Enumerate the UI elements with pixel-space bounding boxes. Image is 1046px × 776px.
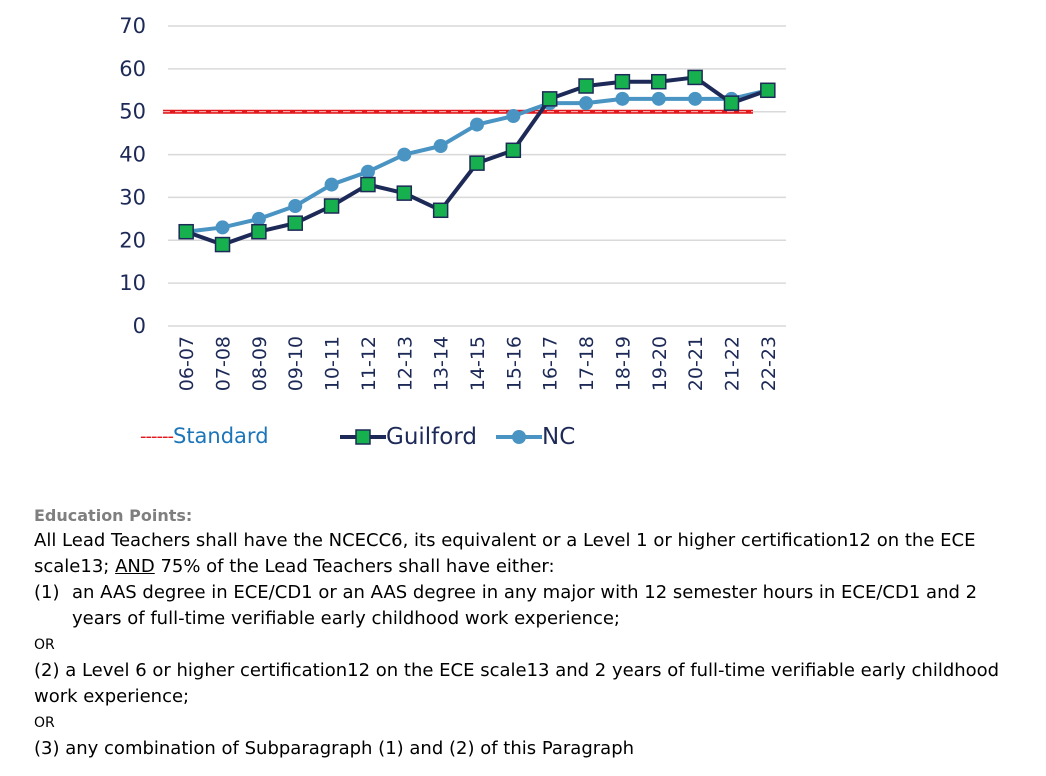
y-tick-label: 10 bbox=[119, 271, 146, 295]
legend-nc-label: NC bbox=[542, 424, 576, 450]
or-separator-2: OR bbox=[34, 715, 55, 731]
guilford-point bbox=[687, 69, 703, 86]
guilford-point bbox=[323, 198, 340, 214]
guilford-point bbox=[541, 91, 558, 107]
x-tick-label: 16-17 bbox=[540, 336, 562, 391]
guilford-point bbox=[760, 82, 776, 99]
lead-teachers-paragraph: All Lead Teachers shall have the NCECC6,… bbox=[34, 528, 1009, 580]
guilford-point bbox=[578, 78, 594, 94]
guilford-point bbox=[505, 142, 522, 159]
y-tick-label: 20 bbox=[119, 228, 146, 252]
nc-point bbox=[433, 139, 448, 153]
x-tick-label: 22-23 bbox=[758, 336, 780, 391]
guilford-point bbox=[396, 185, 413, 201]
y-axis-ticks: 0 10 20 30 40 50 60 70 bbox=[119, 14, 146, 338]
guilford-point bbox=[651, 73, 667, 90]
x-tick-label: 09-10 bbox=[285, 336, 307, 391]
legend-standard-label: Standard bbox=[172, 424, 269, 448]
x-tick-label: 15-16 bbox=[503, 336, 525, 391]
subparagraph-1-number: (1) bbox=[34, 582, 60, 603]
nc-point bbox=[360, 164, 375, 179]
guilford-series bbox=[178, 69, 776, 253]
chart-legend: ------ Standard Guilford NC bbox=[140, 424, 840, 454]
x-tick-label: 12-13 bbox=[394, 336, 416, 391]
nc-point bbox=[397, 147, 412, 162]
guilford-point bbox=[360, 176, 376, 193]
guilford-point bbox=[251, 223, 267, 240]
x-tick-label: 08-09 bbox=[249, 336, 271, 391]
guilford-point bbox=[432, 202, 449, 219]
x-tick-label: 13-14 bbox=[431, 336, 453, 391]
subparagraph-2: (2) a Level 6 or higher certification12 … bbox=[34, 660, 1000, 707]
or-separator-1: OR bbox=[34, 637, 55, 653]
y-tick-label: 30 bbox=[119, 185, 146, 209]
p1-part1: All Lead Teachers shall have the NCECC6,… bbox=[34, 530, 976, 577]
p1-part2: 75% of the Lead Teachers shall have eith… bbox=[154, 556, 555, 577]
legend-nc-swatch bbox=[496, 430, 542, 444]
nc-point bbox=[688, 91, 703, 106]
guilford-point bbox=[614, 73, 631, 90]
y-tick-label: 70 bbox=[119, 14, 146, 38]
nc-point bbox=[324, 177, 339, 192]
nc-point bbox=[470, 117, 484, 132]
subparagraph-3: (3) any combination of Subparagraph (1) … bbox=[34, 738, 635, 759]
nc-point bbox=[506, 109, 521, 123]
legend-item-guilford: Guilford bbox=[340, 424, 477, 450]
nc-point bbox=[579, 96, 594, 111]
line-chart: 0 10 20 30 40 50 60 70 06-07 07-08 08-09 09-10 10-1… bbox=[119, 14, 786, 391]
guilford-point bbox=[214, 236, 231, 253]
legend-item-nc: NC bbox=[496, 424, 575, 450]
y-tick-label: 40 bbox=[119, 143, 146, 167]
legend-item-standard: ------ Standard bbox=[140, 424, 269, 448]
guilford-point bbox=[178, 223, 194, 240]
legend-guilford-label: Guilford bbox=[386, 424, 478, 450]
y-tick-label: 50 bbox=[119, 100, 146, 124]
x-tick-label: 07-08 bbox=[213, 336, 235, 391]
x-tick-label: 17-18 bbox=[576, 336, 598, 391]
education-points-heading: Education Points: bbox=[34, 506, 193, 525]
nc-point bbox=[251, 211, 266, 226]
nc-point bbox=[615, 91, 630, 106]
guilford-point bbox=[469, 155, 485, 171]
legend-standard-dashes: ------ bbox=[140, 425, 174, 447]
p1-and: AND bbox=[115, 556, 155, 577]
x-tick-label: 20-21 bbox=[685, 336, 707, 391]
x-tick-label: 11-12 bbox=[358, 336, 380, 391]
nc-point bbox=[651, 91, 666, 106]
x-tick-label: 10-11 bbox=[322, 336, 344, 391]
subparagraph-1: (1) an AAS degree in ECE/CD1 or an AAS d… bbox=[34, 580, 1009, 632]
x-tick-label: 18-19 bbox=[612, 336, 634, 391]
nc-point bbox=[215, 220, 230, 235]
legend-guilford-swatch bbox=[340, 429, 386, 445]
subparagraph-1-text: an AAS degree in ECE/CD1 or an AAS degre… bbox=[72, 582, 978, 629]
nc-point bbox=[288, 199, 303, 213]
x-axis-ticks: 06-07 07-08 08-09 09-10 10-11 11-12 12-13 13-14… bbox=[176, 336, 780, 391]
education-points-section: Education Points: All Lead Teachers shal… bbox=[34, 504, 1009, 762]
x-tick-label: 14-15 bbox=[467, 336, 489, 391]
x-tick-label: 19-20 bbox=[649, 336, 671, 391]
x-tick-label: 06-07 bbox=[176, 336, 198, 391]
x-tick-label: 21-22 bbox=[721, 336, 743, 391]
y-tick-label: 60 bbox=[119, 57, 146, 81]
guilford-point bbox=[723, 95, 740, 111]
guilford-point bbox=[287, 215, 303, 231]
y-tick-label: 0 bbox=[133, 314, 146, 338]
